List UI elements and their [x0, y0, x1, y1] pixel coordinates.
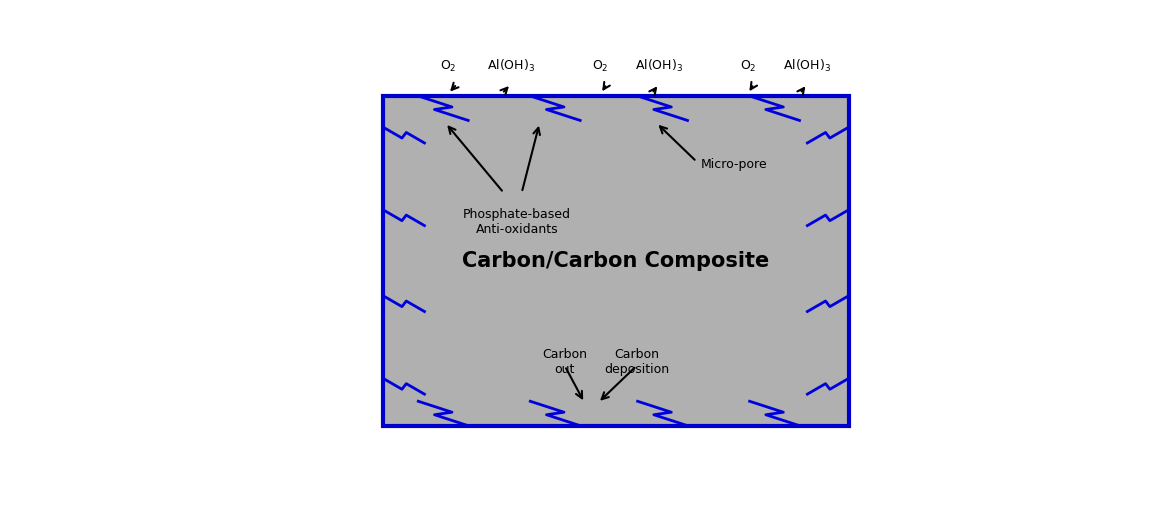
Text: Carbon
deposition: Carbon deposition: [604, 348, 669, 376]
Text: Phosphate-based
Anti-oxidants: Phosphate-based Anti-oxidants: [463, 209, 571, 236]
Text: Al(OH)$_3$: Al(OH)$_3$: [635, 58, 683, 74]
Text: Carbon/Carbon Composite: Carbon/Carbon Composite: [462, 251, 770, 271]
Text: Al(OH)$_3$: Al(OH)$_3$: [486, 58, 535, 74]
Text: Carbon
out: Carbon out: [542, 348, 587, 376]
Text: Micro-pore: Micro-pore: [701, 159, 768, 171]
Text: O$_2$: O$_2$: [740, 59, 756, 74]
Text: O$_2$: O$_2$: [593, 59, 609, 74]
Text: O$_2$: O$_2$: [440, 59, 456, 74]
Bar: [382, 95, 849, 426]
Text: Al(OH)$_3$: Al(OH)$_3$: [783, 58, 831, 74]
